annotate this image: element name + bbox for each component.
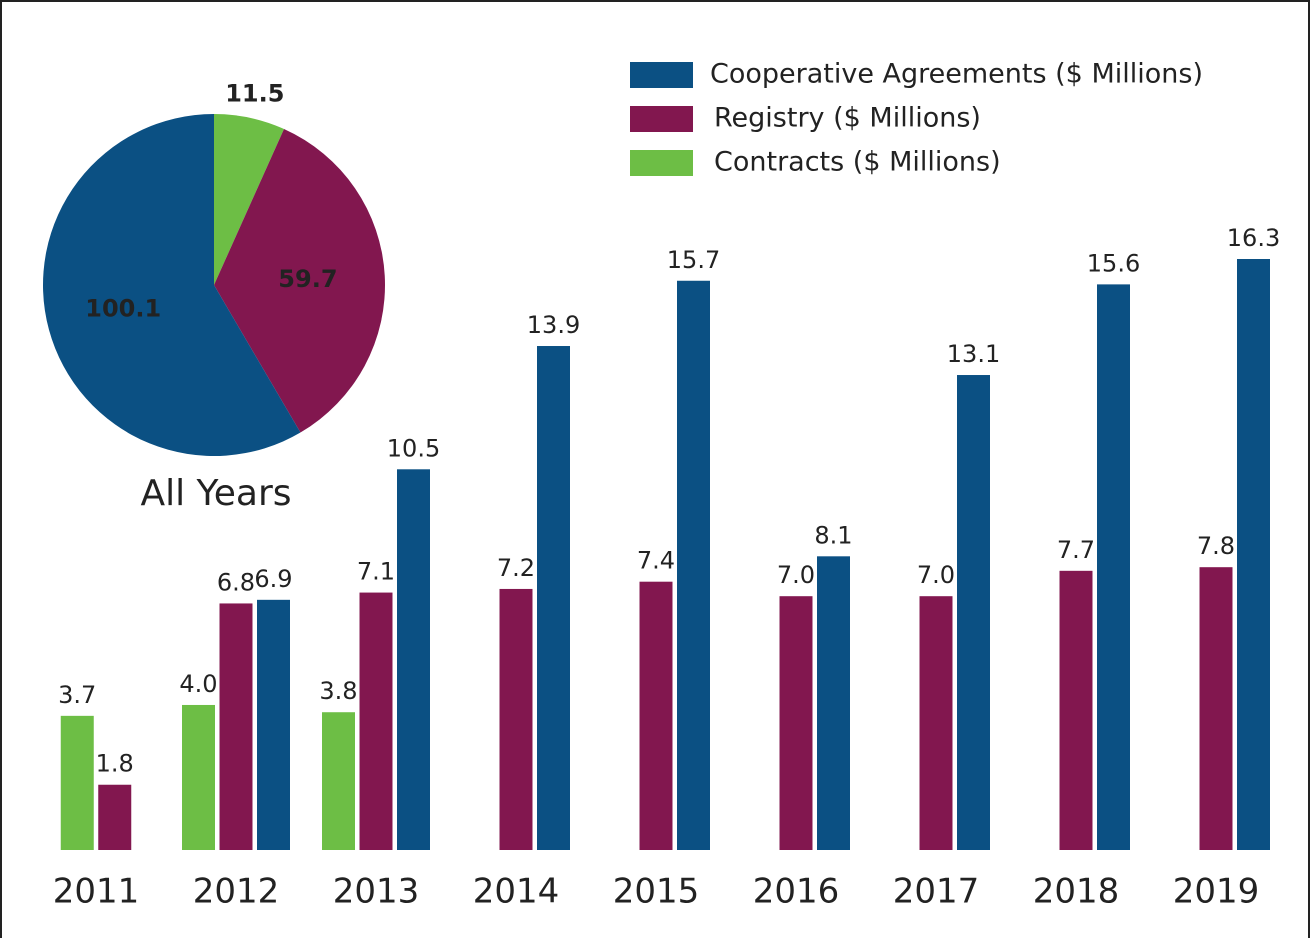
bar bbox=[817, 556, 850, 850]
bar bbox=[779, 596, 813, 850]
x-tick-label: 2017 bbox=[893, 872, 980, 912]
x-tick-label: 2019 bbox=[1173, 872, 1260, 912]
legend-swatch bbox=[630, 62, 693, 88]
legend-swatch bbox=[630, 106, 693, 132]
value-label: 16.3 bbox=[1227, 224, 1280, 252]
legend-label: Contracts ($ Millions) bbox=[714, 147, 1001, 178]
legend-label: Cooperative Agreements ($ Millions) bbox=[710, 59, 1203, 90]
x-tick-label: 2013 bbox=[333, 872, 420, 912]
bar bbox=[359, 592, 393, 850]
bar bbox=[1059, 570, 1093, 850]
pie-title: All Years bbox=[140, 473, 291, 514]
x-tick-label: 2016 bbox=[753, 872, 840, 912]
value-label: 13.1 bbox=[947, 340, 1000, 368]
value-label: 7.4 bbox=[637, 547, 675, 575]
legend-swatch bbox=[630, 150, 693, 176]
value-label: 7.2 bbox=[497, 554, 535, 582]
value-label: 13.9 bbox=[527, 311, 580, 339]
pie-slice bbox=[214, 114, 285, 285]
bar bbox=[1237, 259, 1270, 850]
pie-label: 11.5 bbox=[225, 79, 284, 107]
bar bbox=[537, 346, 570, 850]
bar bbox=[322, 712, 355, 850]
value-label: 7.1 bbox=[357, 558, 395, 586]
bar bbox=[677, 280, 710, 850]
pie-slice bbox=[214, 128, 385, 433]
value-label: 6.9 bbox=[254, 565, 292, 593]
bar bbox=[919, 596, 953, 850]
x-tick-label: 2012 bbox=[193, 872, 280, 912]
pie-slice bbox=[42, 114, 301, 457]
bar bbox=[639, 581, 673, 850]
legend-label: Registry ($ Millions) bbox=[714, 103, 981, 134]
x-tick-label: 2014 bbox=[473, 872, 560, 912]
value-label: 4.0 bbox=[179, 670, 217, 698]
value-label: 15.6 bbox=[1087, 249, 1140, 277]
bar bbox=[182, 704, 215, 850]
bar bbox=[499, 588, 533, 850]
value-label: 10.5 bbox=[387, 434, 440, 462]
value-label: 7.7 bbox=[1057, 536, 1095, 564]
bar bbox=[60, 715, 94, 850]
bar bbox=[98, 784, 132, 850]
x-tick-label: 2018 bbox=[1033, 872, 1120, 912]
pie-label: 59.7 bbox=[278, 265, 337, 293]
pie-label: 100.1 bbox=[85, 295, 161, 323]
value-label: 3.8 bbox=[319, 677, 357, 705]
x-tick-label: 2011 bbox=[53, 872, 140, 912]
value-label: 1.8 bbox=[96, 750, 134, 778]
bar bbox=[257, 599, 290, 850]
value-label: 7.0 bbox=[917, 561, 955, 589]
bar bbox=[219, 603, 253, 850]
value-label: 3.7 bbox=[58, 681, 96, 709]
bar bbox=[1097, 284, 1130, 850]
value-label: 6.8 bbox=[217, 568, 255, 596]
bar bbox=[957, 375, 990, 850]
bar bbox=[397, 469, 430, 850]
value-label: 15.7 bbox=[667, 246, 720, 274]
value-label: 8.1 bbox=[814, 521, 852, 549]
value-label: 7.0 bbox=[777, 561, 815, 589]
bar bbox=[1199, 567, 1233, 850]
x-tick-label: 2015 bbox=[613, 872, 700, 912]
value-label: 7.8 bbox=[1197, 532, 1235, 560]
